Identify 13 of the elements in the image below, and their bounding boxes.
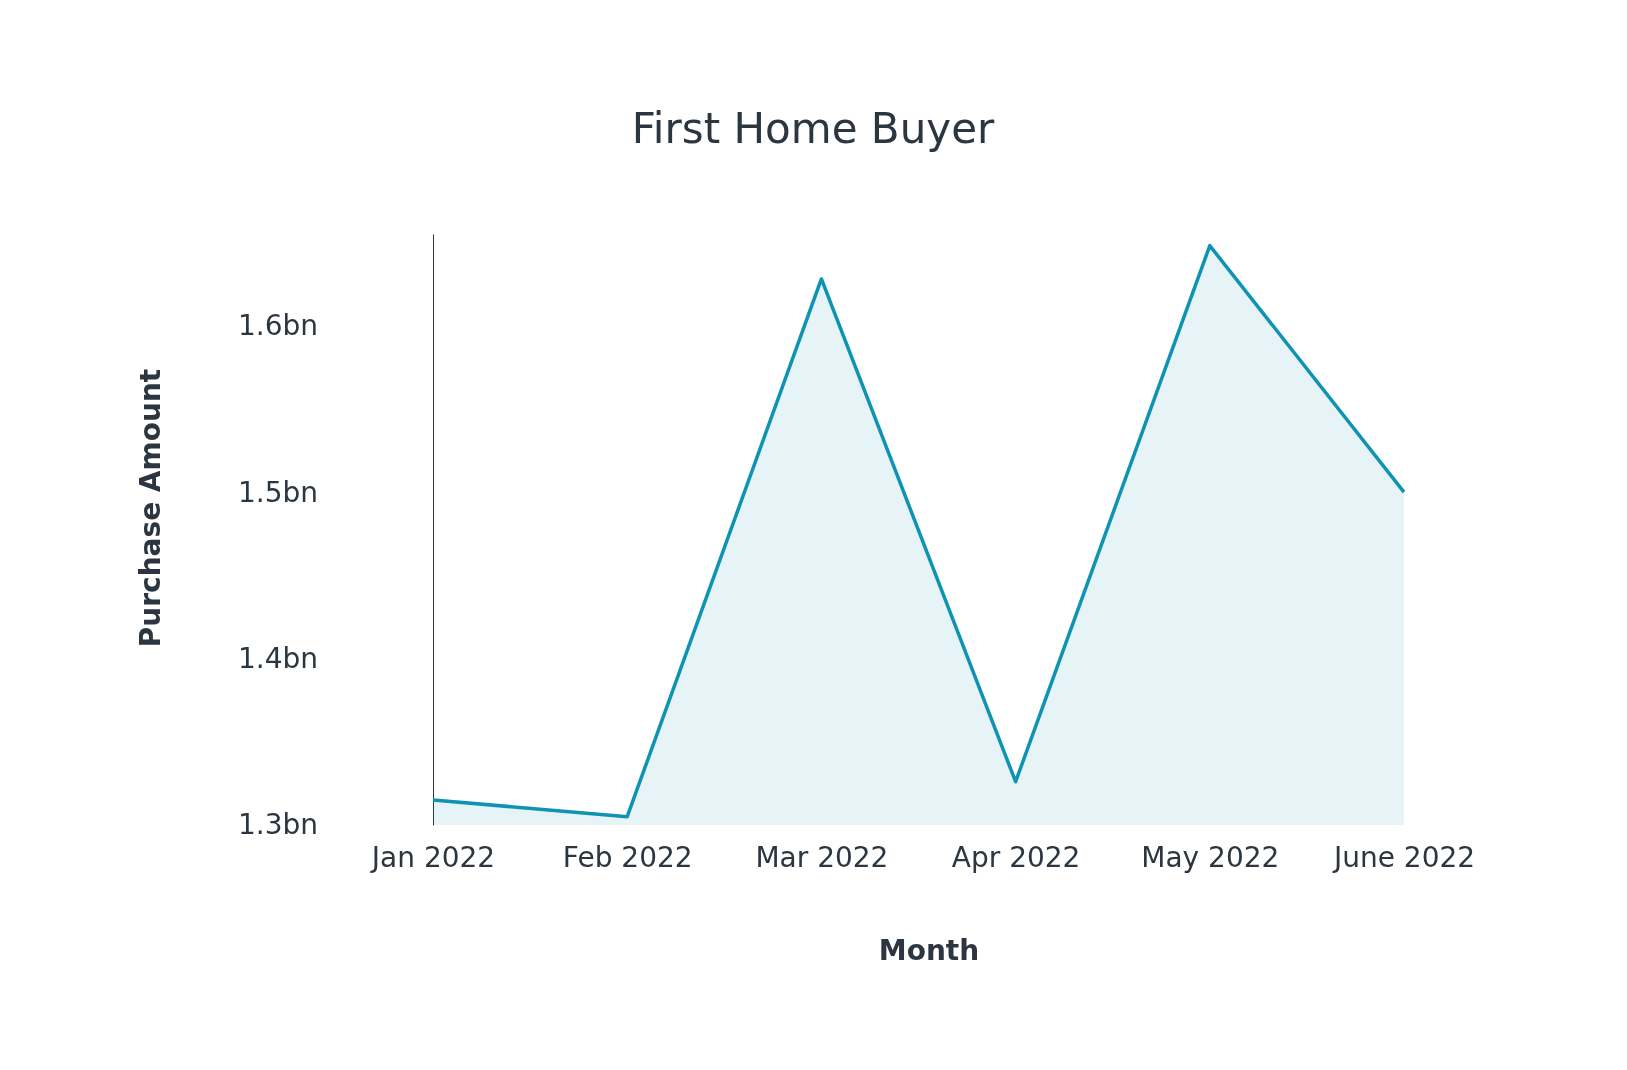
y-tick-label: 1.3bn — [238, 808, 319, 842]
x-tick-label: Jan 2022 — [369, 840, 496, 874]
x-tick-label: Mar 2022 — [755, 840, 889, 874]
x-axis-title: Month — [878, 934, 980, 967]
y-tick-label: 1.5bn — [238, 475, 319, 509]
chart-title: First Home Buyer — [631, 104, 995, 153]
x-tick-label: June 2022 — [1331, 840, 1476, 874]
y-axis-title: Purchase Amount — [134, 368, 167, 648]
x-tick-label: Apr 2022 — [951, 840, 1081, 874]
y-tick-label: 1.6bn — [238, 309, 319, 343]
y-tick-label: 1.4bn — [238, 641, 319, 675]
x-tick-label: Feb 2022 — [562, 840, 693, 874]
x-tick-label: May 2022 — [1141, 840, 1280, 874]
